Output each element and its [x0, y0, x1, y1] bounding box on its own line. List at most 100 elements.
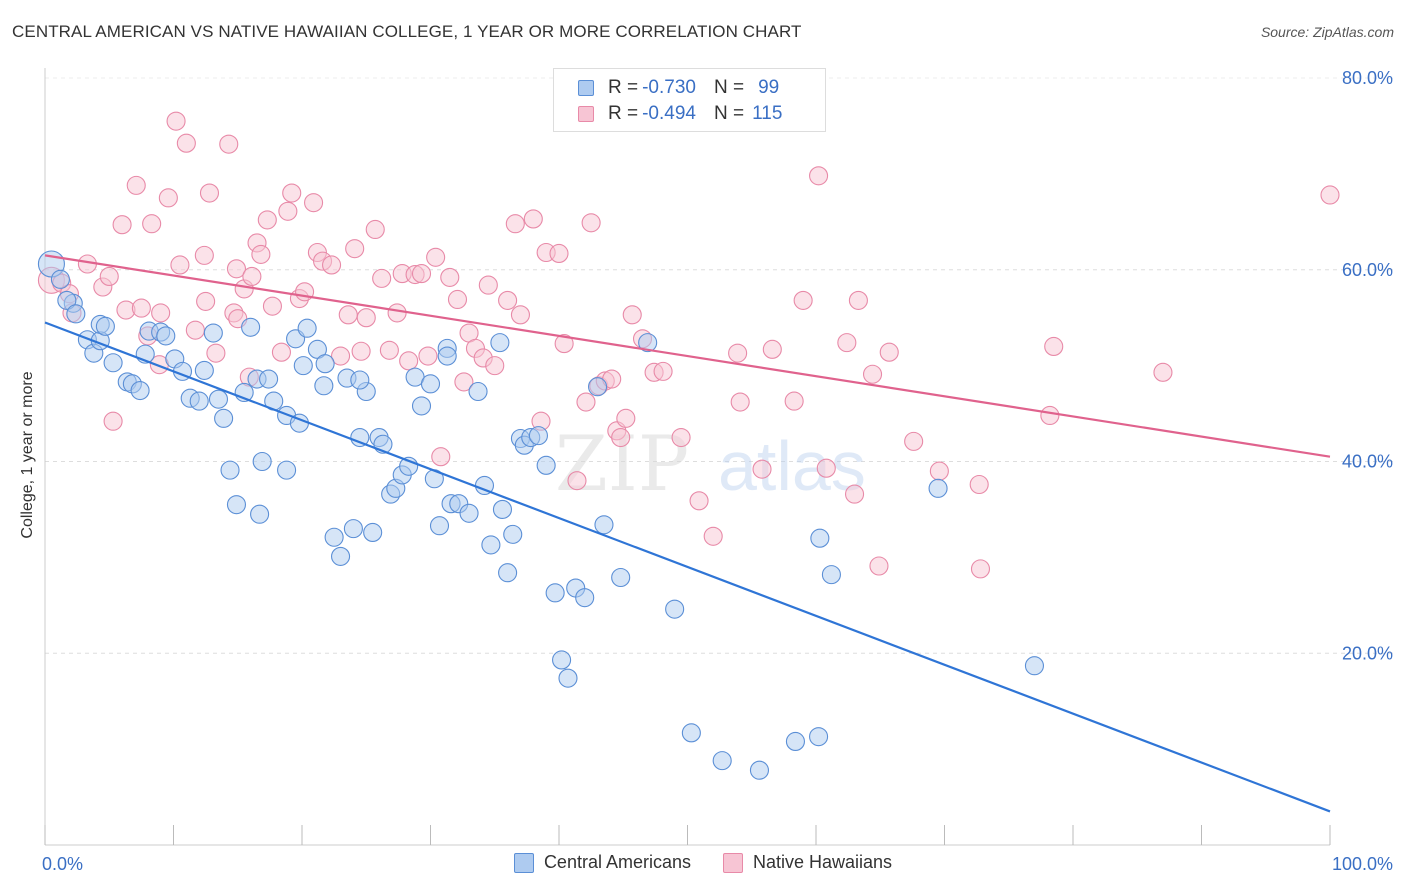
- native-hawaiian-point: [399, 351, 419, 371]
- central-american-point: [214, 408, 234, 428]
- central-american-point: [528, 426, 548, 446]
- native-hawaiian-point: [170, 255, 190, 275]
- legend-label: Native Hawaiians: [753, 852, 893, 872]
- n-value: 99: [758, 77, 780, 98]
- native-hawaiian-point: [1153, 362, 1173, 382]
- n-value: 115: [752, 103, 783, 124]
- central-american-point: [226, 495, 247, 515]
- central-american-point: [241, 317, 261, 337]
- native-hawaiian-point: [356, 308, 376, 328]
- central-american-point: [459, 503, 479, 523]
- native-hawaiian-point: [176, 133, 196, 153]
- native-hawaiian-point: [616, 408, 636, 428]
- central-american-point: [103, 353, 123, 373]
- legend-item-central-americans[interactable]: Central Americans: [513, 852, 691, 873]
- central-american-point: [545, 583, 565, 603]
- blue-swatch: [513, 852, 534, 873]
- native-hawaiian-point: [431, 447, 451, 467]
- n-label: N =: [713, 77, 745, 98]
- central-american-point: [315, 354, 335, 374]
- r-value: -0.494: [642, 103, 696, 124]
- x-tick-label: 0.0%: [42, 854, 83, 874]
- central-american-point: [681, 723, 701, 743]
- native-hawaiian-point: [372, 268, 392, 288]
- central-american-point: [220, 460, 240, 480]
- grid-lines: [45, 77, 1393, 654]
- series-legend: Central Americans Native Hawaiians: [0, 852, 1406, 873]
- native-hawaiian-point: [611, 427, 631, 448]
- central-american-point: [297, 318, 317, 338]
- central-american-point: [363, 522, 383, 542]
- native-hawaiian-point: [904, 431, 924, 451]
- central-american-point: [490, 333, 510, 353]
- chart-title: CENTRAL AMERICAN VS NATIVE HAWAIIAN COLL…: [12, 22, 802, 41]
- native-hawaiian-point: [257, 210, 277, 230]
- native-hawaiian-point: [523, 209, 543, 229]
- native-hawaiian-point: [242, 266, 262, 287]
- native-hawaiian-point: [103, 411, 123, 431]
- central-american-point: [810, 528, 830, 548]
- central-american-point: [156, 326, 176, 346]
- native-hawaiians-points: [37, 111, 1340, 579]
- n-label: N =: [713, 103, 745, 124]
- native-hawaiians-trend-line: [44, 254, 1331, 458]
- tick-labels: 20.0% 40.0% 60.0% 80.0% 0.0% 100.0%: [42, 68, 1393, 874]
- central-american-point: [208, 389, 229, 409]
- central-american-point: [749, 760, 770, 780]
- central-american-point: [492, 499, 513, 519]
- native-hawaiian-point: [426, 247, 446, 267]
- native-hawaiian-point: [219, 134, 239, 154]
- legend-item-native-hawaiians[interactable]: Native Hawaiians: [723, 852, 892, 873]
- native-hawaiian-point: [730, 392, 750, 412]
- native-hawaiian-point: [126, 175, 146, 195]
- central-american-point: [594, 515, 614, 535]
- native-hawaiian-point: [271, 342, 291, 362]
- native-hawaiian-point: [194, 245, 214, 265]
- y-tick-label: 20.0%: [1342, 643, 1393, 663]
- native-hawaiian-point: [498, 290, 518, 310]
- native-hawaiian-point: [185, 320, 205, 340]
- native-hawaiian-point: [166, 111, 186, 131]
- central-americans-trend-line: [44, 321, 1331, 813]
- native-hawaiian-point: [816, 458, 836, 478]
- native-hawaiian-point: [1320, 185, 1340, 205]
- central-american-point: [587, 377, 608, 397]
- central-american-point: [821, 565, 841, 585]
- source-label: Source: ZipAtlas.com: [1260, 24, 1394, 40]
- native-hawaiian-point: [862, 364, 883, 384]
- native-hawaiian-point: [505, 214, 525, 234]
- native-hawaiian-point: [282, 183, 302, 203]
- native-hawaiian-point: [151, 303, 171, 323]
- central-american-point: [552, 650, 572, 670]
- native-hawaiian-point: [728, 343, 748, 363]
- central-american-point: [411, 396, 432, 416]
- central-american-point: [468, 381, 488, 402]
- central-american-point: [611, 567, 631, 588]
- native-hawaiian-point: [447, 289, 468, 310]
- central-american-point: [481, 535, 501, 555]
- native-hawaiian-point: [567, 471, 587, 491]
- pink-swatch: [578, 106, 594, 122]
- native-hawaiian-point: [99, 266, 119, 287]
- native-hawaiian-point: [671, 427, 691, 448]
- native-hawaiian-point: [549, 243, 569, 264]
- native-hawaiian-point: [879, 342, 899, 362]
- central-american-point: [437, 346, 457, 366]
- central-american-point: [928, 478, 948, 498]
- native-hawaiian-point: [837, 333, 857, 353]
- central-american-point: [95, 316, 115, 336]
- trend-lines: [44, 254, 1331, 813]
- r-label: R =: [608, 103, 639, 124]
- central-american-point: [558, 668, 578, 688]
- central-american-point: [50, 269, 70, 289]
- native-hawaiian-point: [969, 474, 989, 495]
- central-american-point: [314, 376, 334, 396]
- native-hawaiian-point: [752, 459, 772, 479]
- native-hawaiian-point: [379, 340, 399, 360]
- native-hawaiian-point: [510, 305, 531, 325]
- native-hawaiian-point: [844, 484, 865, 504]
- x-tick-label: 100.0%: [1332, 854, 1393, 874]
- central-american-point: [420, 374, 441, 394]
- axes: [44, 68, 1331, 846]
